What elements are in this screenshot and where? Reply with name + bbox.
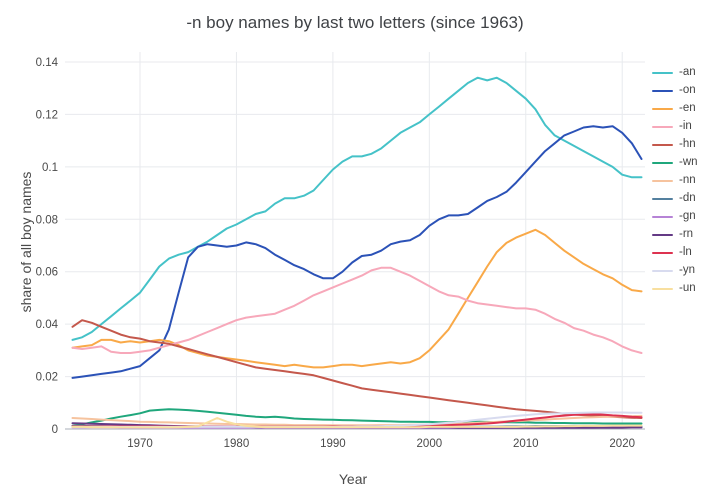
series-line-hn[interactable] (71, 319, 643, 419)
x-tick-label: 2010 (513, 438, 539, 450)
legend-label: -un (679, 282, 696, 295)
y-tick-label: 0.04 (36, 319, 59, 331)
legend-item-rn[interactable]: -rn (652, 226, 698, 244)
legend-item-an[interactable]: -an (652, 64, 698, 82)
x-tick-label: 1990 (320, 438, 346, 450)
y-tick-label: 0.02 (36, 372, 58, 384)
legend-item-in[interactable]: -in (652, 118, 698, 136)
legend-swatch-hn (652, 144, 673, 146)
legend-item-on[interactable]: -on (652, 82, 698, 100)
legend-label: -rn (679, 228, 694, 241)
series-line-wn[interactable] (71, 408, 643, 427)
x-tick-label: 2020 (609, 438, 635, 450)
legend-swatch-an (652, 72, 673, 74)
y-axis-label: share of all boy names (18, 171, 34, 313)
legend-swatch-en (652, 108, 673, 110)
legend-item-yn[interactable]: -yn (652, 262, 698, 280)
legend-swatch-ln (652, 252, 673, 254)
x-tick-label: 2000 (417, 438, 443, 450)
legend-label: -nn (679, 174, 696, 187)
legend-label: -gn (679, 210, 696, 223)
legend-label: -hn (679, 138, 696, 151)
y-tick-label: 0.06 (36, 267, 58, 279)
legend-label: -wn (679, 156, 698, 169)
legend-item-un[interactable]: -un (652, 280, 698, 298)
y-tick-label: 0.14 (36, 57, 59, 69)
legend-item-dn[interactable]: -dn (652, 190, 698, 208)
legend-label: -ln (679, 246, 692, 259)
legend-swatch-rn (652, 234, 673, 236)
chart-title: -n boy names by last two letters (since … (186, 13, 524, 32)
x-axis-label: Year (338, 471, 368, 487)
x-tick-label: 1980 (224, 438, 250, 450)
series-line-nn[interactable] (71, 414, 643, 427)
legend-item-wn[interactable]: -wn (652, 154, 698, 172)
series-line-en[interactable] (71, 228, 643, 369)
legend-item-en[interactable]: -en (652, 100, 698, 118)
legend-item-ln[interactable]: -ln (652, 244, 698, 262)
y-tick-label: 0.1 (42, 162, 58, 174)
series-line-on[interactable] (71, 125, 643, 379)
y-tick-label: 0 (52, 424, 58, 436)
y-tick-label: 0.08 (36, 214, 58, 226)
legend-swatch-yn (652, 270, 673, 272)
legend-item-nn[interactable]: -nn (652, 172, 698, 190)
legend-swatch-in (652, 126, 673, 128)
legend-label: -in (679, 120, 692, 133)
legend-label: -dn (679, 192, 696, 205)
series-line-un[interactable] (71, 417, 643, 429)
legend-swatch-wn (652, 162, 673, 164)
legend-item-hn[interactable]: -hn (652, 136, 698, 154)
legend-swatch-un (652, 288, 673, 290)
legend-label: -an (679, 66, 696, 79)
legend-swatch-nn (652, 180, 673, 182)
legend-item-gn[interactable]: -gn (652, 208, 698, 226)
legend-swatch-on (652, 90, 673, 92)
legend-swatch-dn (652, 198, 673, 200)
series-line-an[interactable] (71, 76, 643, 341)
x-tick-label: 1970 (127, 438, 153, 450)
y-tick-label: 0.12 (36, 109, 58, 121)
legend-label: -en (679, 102, 696, 115)
legend: -an -on -en -in -hn -wn -nn -dn -gn -rn -ln -yn -un (652, 64, 698, 298)
legend-label: -yn (679, 264, 695, 277)
gridlines (65, 52, 645, 429)
legend-swatch-gn (652, 216, 673, 218)
series-line-in[interactable] (71, 266, 643, 354)
legend-label: -on (679, 84, 696, 97)
